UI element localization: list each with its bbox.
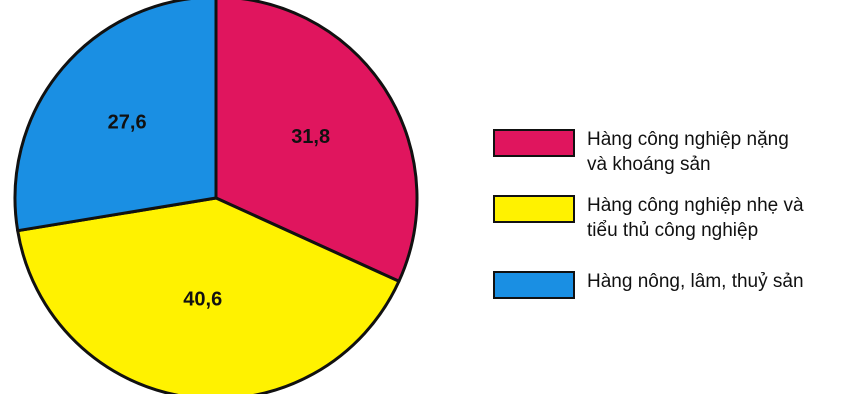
legend-swatch-agriculture [493, 271, 575, 299]
legend-label-agriculture: Hàng nông, lâm, thuỷ sản [587, 269, 804, 294]
legend: Hàng công nghiệp nặng và khoáng sản Hàng… [493, 127, 865, 315]
pie-slice-agriculture [13, 0, 218, 233]
legend-label-light-industry: Hàng công nghiệp nhẹ và tiểu thủ công ng… [587, 193, 804, 243]
legend-label-line2: và khoáng sản [587, 154, 711, 175]
legend-label-line2: tiểu thủ công nghiệp [587, 220, 759, 241]
pie-slice-light-industry [16, 196, 401, 394]
legend-item-agriculture: Hàng nông, lâm, thuỷ sản [493, 269, 865, 299]
legend-swatch-heavy-industry [493, 129, 575, 157]
legend-swatch-light-industry [493, 195, 575, 223]
legend-item-heavy-industry: Hàng công nghiệp nặng và khoáng sản [493, 127, 865, 177]
legend-label-line1: Hàng công nghiệp nhẹ và [587, 195, 804, 216]
pie-chart-svg: 31,8 40,6 27,6 [13, 0, 419, 394]
pie-value-label-light-industry: 40,6 [183, 289, 222, 311]
legend-item-light-industry: Hàng công nghiệp nhẹ và tiểu thủ công ng… [493, 193, 865, 243]
legend-label-heavy-industry: Hàng công nghiệp nặng và khoáng sản [587, 127, 789, 177]
pie-value-label-heavy-industry: 31,8 [291, 126, 330, 148]
pie-value-label-agriculture: 27,6 [108, 112, 147, 134]
pie-slice-heavy-industry [214, 0, 419, 283]
legend-label-line1: Hàng công nghiệp nặng [587, 129, 789, 150]
legend-label-line1: Hàng nông, lâm, thuỷ sản [587, 271, 804, 292]
